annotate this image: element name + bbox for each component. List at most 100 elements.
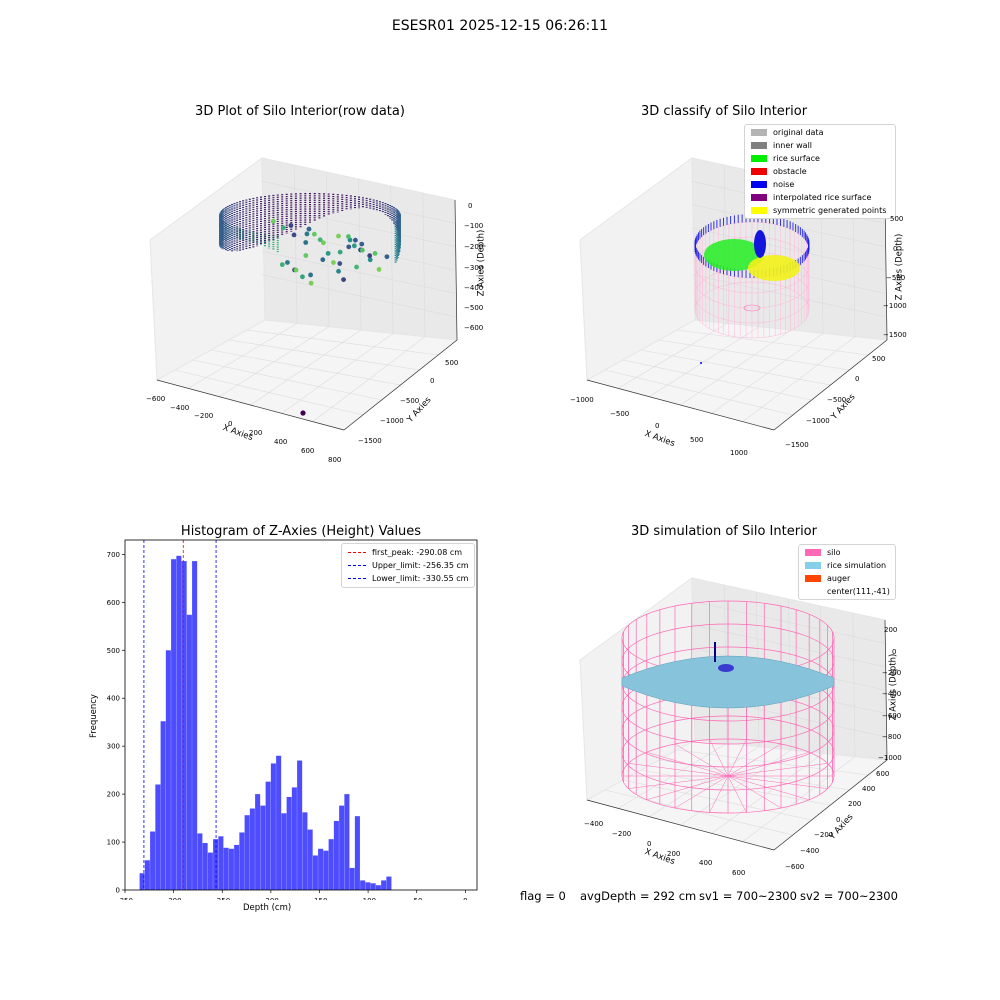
p4-ztick: −400 [882, 690, 902, 698]
p2-ytick: 0 [855, 375, 860, 383]
point [346, 234, 351, 239]
p1-ztick: −500 [464, 304, 484, 312]
p4-xtick: −200 [612, 830, 632, 838]
grid-line [246, 329, 439, 356]
histogram-bar [171, 559, 177, 890]
point [341, 277, 346, 282]
panel1-title: 3D Plot of Silo Interior(row data) [195, 104, 405, 119]
histogram-bar [255, 794, 261, 890]
plot-frame [124, 539, 478, 891]
grid-line [326, 171, 330, 327]
histogram-bar [213, 839, 219, 890]
point [303, 253, 309, 258]
x-axis-line [586, 799, 775, 851]
histogram-bar [318, 848, 324, 890]
point [336, 233, 341, 239]
p4-ytick: 200 [848, 800, 862, 808]
legend-item: auger [799, 572, 895, 585]
legend-label: center(111,-41) [827, 587, 890, 596]
x-tick-label: -50 [411, 897, 422, 900]
point [337, 249, 343, 255]
legend-label: rice simulation [827, 561, 887, 570]
p2-ztick: 0 [893, 245, 898, 253]
p4-xtick: 200 [667, 850, 681, 858]
p2-ytick: −1500 [785, 441, 809, 449]
legend-label: original data [773, 128, 824, 137]
legend-swatch [751, 155, 767, 162]
p1-ztick: 0 [468, 202, 473, 210]
point [359, 247, 365, 253]
silo-floor-spoke [628, 763, 828, 789]
legend-swatch [751, 181, 767, 188]
p4-ytick: 400 [862, 785, 876, 793]
x-tick-label: -350 [117, 897, 133, 900]
p1-ytick: −500 [400, 397, 420, 405]
histogram-bar [249, 808, 255, 890]
point [270, 218, 276, 224]
z-axis-line [884, 199, 888, 341]
legend-label: noise [773, 180, 795, 189]
legend-item: first_peak: -290.08 cm [342, 546, 474, 559]
legend-item: rice simulation [799, 559, 895, 572]
histogram-bar [276, 755, 282, 890]
histogram-bar [160, 721, 166, 890]
point [293, 267, 299, 273]
legend-label: Lower_limit: -330.55 cm [372, 574, 469, 583]
histogram-bar [375, 885, 381, 890]
p1-ztick: −600 [464, 324, 484, 332]
p4-ytick: −600 [785, 863, 805, 871]
legend-item: interpolated rice surface [745, 191, 895, 204]
point [280, 225, 286, 231]
x-tick-label: -150 [312, 897, 328, 900]
legend-swatch [805, 549, 821, 556]
histogram-bar [155, 784, 161, 890]
point [325, 250, 331, 256]
x-tick-label: -100 [360, 897, 376, 900]
point [308, 280, 314, 286]
p1-ztick: −400 [464, 284, 484, 292]
legend-swatch [751, 207, 767, 214]
panel3-title: Histogram of Z-Axies (Height) Values [180, 524, 422, 539]
histogram-bar [239, 832, 245, 890]
histogram-bar [344, 794, 350, 890]
point [351, 243, 357, 249]
p1-ztick: −300 [464, 264, 484, 272]
histogram-bar [286, 796, 292, 890]
p4-ytick: −400 [800, 847, 820, 855]
p1-xtick: 600 [301, 447, 315, 455]
x-tick-label: -300 [166, 897, 182, 900]
point [336, 268, 341, 274]
legend-swatch [751, 194, 767, 201]
p4-ztick: −200 [882, 669, 902, 677]
histogram-bar [349, 867, 355, 890]
grid-line [261, 274, 456, 317]
legend-line [348, 552, 366, 553]
panel2-title: 3D classify of Silo Interior [640, 104, 808, 119]
point [304, 231, 310, 237]
legend-swatch [805, 575, 821, 582]
histogram-bar [197, 833, 203, 890]
point [317, 237, 323, 243]
point [291, 232, 297, 238]
histogram-bar [381, 880, 387, 890]
p4-ztick: 200 [884, 626, 898, 634]
histogram-bar [312, 855, 318, 890]
point [321, 240, 326, 246]
histogram-bar [354, 816, 360, 890]
histogram-bar [202, 843, 208, 890]
legend-swatch [805, 562, 821, 569]
p4-ytick: 600 [876, 770, 890, 778]
panel2-legend: original data inner wall rice surface ob… [744, 124, 896, 219]
x-tick-label: -200 [263, 897, 279, 900]
point [359, 241, 365, 247]
p3-ylabel: Frequency [88, 694, 99, 738]
histogram-legend: first_peak: -290.08 cm Upper_limit: -256… [341, 543, 475, 588]
auger-region [718, 664, 734, 672]
p4-ztick: −600 [882, 712, 902, 720]
grid-line [676, 749, 869, 776]
point [346, 244, 352, 250]
p1-xtick: −200 [194, 412, 214, 420]
y-axis-line [773, 339, 888, 431]
y-tick-label: 200 [107, 791, 120, 799]
flag-text: flag = 0 [520, 889, 566, 903]
